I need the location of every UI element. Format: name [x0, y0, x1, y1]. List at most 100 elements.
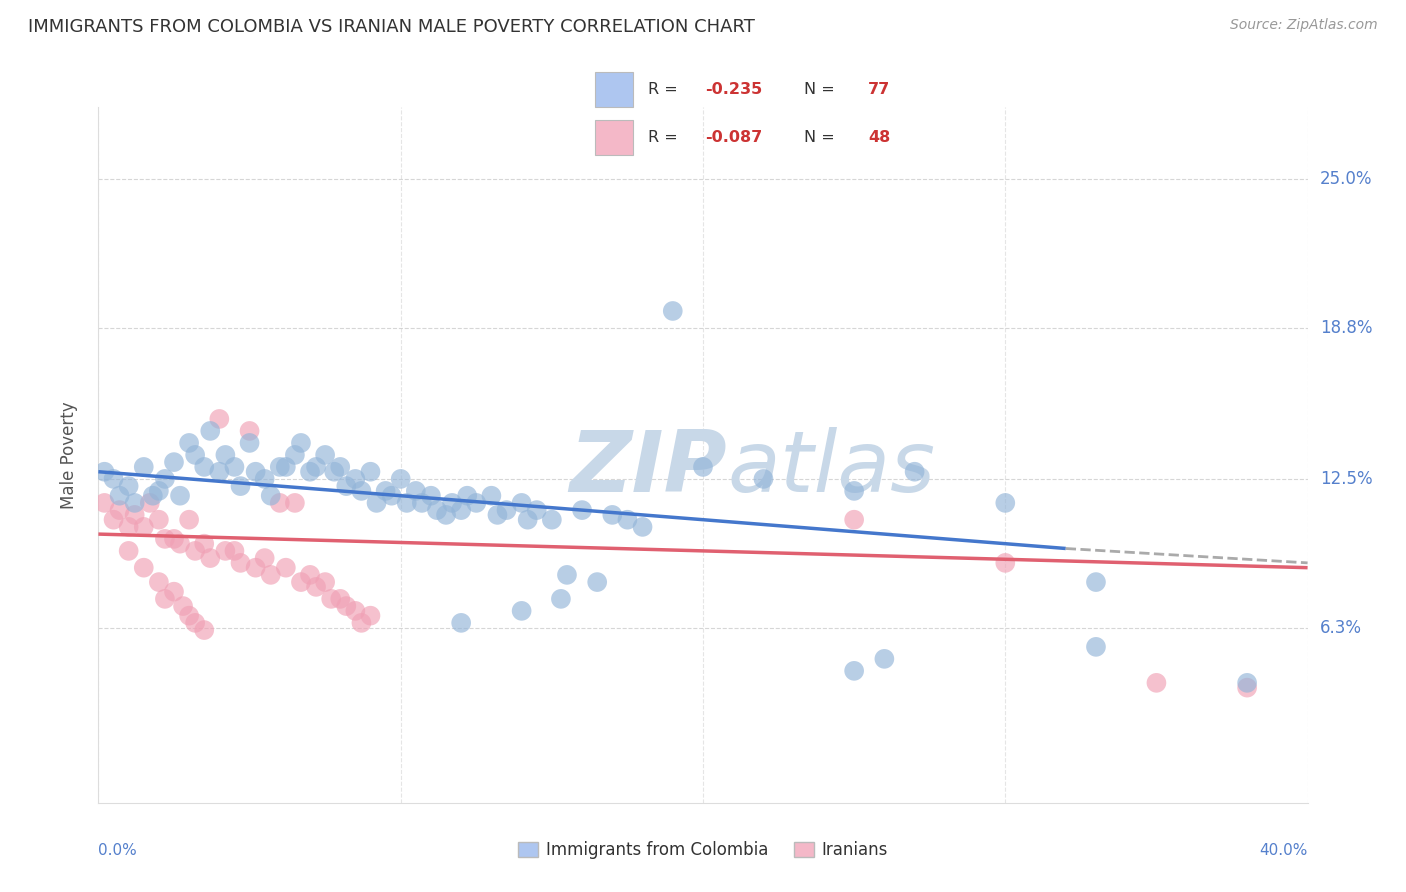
Point	[239, 424, 262, 438]
Point	[163, 584, 186, 599]
Text: atlas: atlas	[727, 427, 935, 510]
Point	[142, 489, 165, 503]
Point	[510, 496, 533, 510]
Point	[571, 503, 593, 517]
Point	[124, 508, 146, 522]
Point	[124, 496, 146, 510]
Text: 48: 48	[869, 130, 890, 145]
Point	[93, 465, 115, 479]
Text: -0.235: -0.235	[704, 81, 762, 96]
FancyBboxPatch shape	[595, 120, 633, 155]
Point	[994, 496, 1017, 510]
Point	[163, 455, 186, 469]
Point	[305, 580, 328, 594]
Point	[692, 459, 714, 474]
Point	[193, 459, 215, 474]
Point	[360, 465, 382, 479]
Point	[481, 489, 503, 503]
Text: N =: N =	[804, 130, 839, 145]
Point	[148, 575, 170, 590]
Point	[1085, 640, 1108, 654]
Point	[229, 479, 252, 493]
Y-axis label: Male Poverty: Male Poverty	[59, 401, 77, 508]
Point	[314, 575, 336, 590]
Point	[132, 520, 155, 534]
Text: IMMIGRANTS FROM COLOMBIA VS IRANIAN MALE POVERTY CORRELATION CHART: IMMIGRANTS FROM COLOMBIA VS IRANIAN MALE…	[28, 18, 755, 36]
Point	[290, 575, 312, 590]
Point	[214, 448, 236, 462]
Point	[260, 567, 283, 582]
Point	[526, 503, 548, 517]
Point	[904, 465, 927, 479]
Point	[193, 623, 215, 637]
Point	[184, 615, 207, 630]
Point	[200, 551, 222, 566]
Point	[1085, 575, 1108, 590]
Point	[631, 520, 654, 534]
Point	[305, 459, 328, 474]
Point	[153, 591, 176, 606]
Text: 25.0%: 25.0%	[1320, 170, 1372, 188]
Point	[329, 591, 352, 606]
Point	[118, 479, 141, 493]
Text: 6.3%: 6.3%	[1320, 619, 1361, 637]
Point	[550, 591, 572, 606]
Point	[184, 544, 207, 558]
Point	[456, 489, 478, 503]
Point	[229, 556, 252, 570]
Point	[381, 489, 404, 503]
Point	[516, 513, 538, 527]
Point	[139, 496, 162, 510]
Point	[284, 448, 307, 462]
Point	[108, 503, 131, 517]
Point	[269, 459, 291, 474]
Point	[419, 489, 441, 503]
Point	[335, 479, 357, 493]
Point	[350, 615, 373, 630]
Point	[214, 544, 236, 558]
Text: -0.087: -0.087	[704, 130, 762, 145]
Point	[177, 608, 201, 623]
Point	[269, 496, 291, 510]
Legend: Immigrants from Colombia, Iranians: Immigrants from Colombia, Iranians	[512, 835, 894, 866]
Point	[200, 424, 222, 438]
Point	[299, 465, 322, 479]
Point	[540, 513, 562, 527]
Point	[169, 537, 191, 551]
Point	[274, 560, 297, 574]
Point	[395, 496, 418, 510]
Point	[329, 459, 352, 474]
Point	[434, 508, 457, 522]
Point	[148, 513, 170, 527]
Point	[253, 551, 276, 566]
Point	[586, 575, 609, 590]
Point	[344, 604, 367, 618]
Point	[752, 472, 775, 486]
Point	[224, 459, 246, 474]
Point	[1236, 681, 1258, 695]
Point	[103, 472, 125, 486]
Point	[118, 544, 141, 558]
Point	[555, 567, 578, 582]
Point	[350, 483, 373, 498]
Text: 77: 77	[869, 81, 890, 96]
Point	[148, 483, 170, 498]
FancyBboxPatch shape	[595, 71, 633, 106]
Point	[274, 459, 297, 474]
Point	[224, 544, 246, 558]
Point	[321, 591, 343, 606]
Point	[169, 489, 191, 503]
Point	[616, 513, 638, 527]
Point	[1236, 676, 1258, 690]
Point	[132, 459, 155, 474]
Point	[184, 448, 207, 462]
Point	[153, 472, 176, 486]
Point	[93, 496, 115, 510]
Point	[465, 496, 488, 510]
Point	[290, 436, 312, 450]
Text: 0.0%: 0.0%	[98, 843, 138, 858]
Point	[344, 472, 367, 486]
Point	[495, 503, 517, 517]
Point	[245, 560, 267, 574]
Point	[132, 560, 155, 574]
